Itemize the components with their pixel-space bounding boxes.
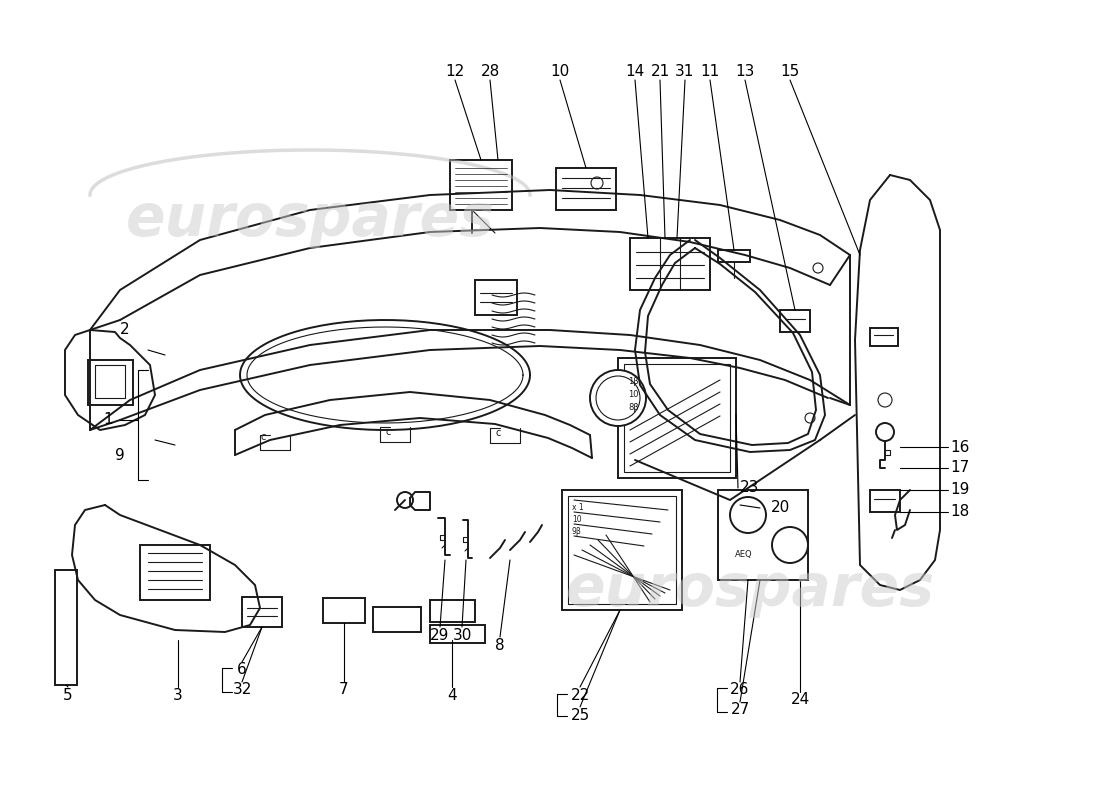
Circle shape <box>813 263 823 273</box>
FancyBboxPatch shape <box>630 238 710 290</box>
FancyBboxPatch shape <box>475 280 517 315</box>
Text: 30: 30 <box>452 627 472 642</box>
Text: 29: 29 <box>430 627 450 642</box>
FancyBboxPatch shape <box>618 358 736 478</box>
Text: 14: 14 <box>626 65 645 79</box>
FancyBboxPatch shape <box>88 360 133 405</box>
Text: eurospares: eurospares <box>125 191 495 249</box>
FancyBboxPatch shape <box>562 490 682 610</box>
Circle shape <box>397 492 412 508</box>
Text: 15: 15 <box>780 65 800 79</box>
Text: 21: 21 <box>650 65 670 79</box>
Text: x 1: x 1 <box>572 503 584 512</box>
FancyBboxPatch shape <box>430 625 485 643</box>
Text: 3: 3 <box>173 687 183 702</box>
FancyBboxPatch shape <box>373 607 421 632</box>
Circle shape <box>730 497 766 533</box>
Text: 5: 5 <box>63 687 73 702</box>
Circle shape <box>805 413 815 423</box>
Circle shape <box>590 370 646 426</box>
FancyBboxPatch shape <box>450 160 512 210</box>
Text: 23: 23 <box>740 481 760 495</box>
Text: 27: 27 <box>730 702 749 718</box>
FancyBboxPatch shape <box>780 310 810 332</box>
Text: 8β: 8β <box>628 403 639 412</box>
Text: 10: 10 <box>628 390 638 399</box>
Text: 25: 25 <box>571 707 590 722</box>
FancyBboxPatch shape <box>870 490 900 512</box>
Text: 7: 7 <box>339 682 349 698</box>
Text: 9β: 9β <box>572 527 582 536</box>
Circle shape <box>666 263 675 273</box>
Text: 18: 18 <box>950 505 969 519</box>
Text: 9: 9 <box>116 447 125 462</box>
Text: 24: 24 <box>791 693 810 707</box>
Text: c: c <box>261 432 266 442</box>
Text: 31: 31 <box>675 65 695 79</box>
Circle shape <box>878 393 892 407</box>
Text: 13: 13 <box>735 65 755 79</box>
FancyBboxPatch shape <box>568 496 676 604</box>
Text: 11: 11 <box>701 65 719 79</box>
Text: 26: 26 <box>730 682 750 698</box>
FancyBboxPatch shape <box>718 490 808 580</box>
Text: 19: 19 <box>950 482 970 498</box>
Text: 32: 32 <box>232 682 252 698</box>
FancyBboxPatch shape <box>242 597 282 627</box>
Text: 10: 10 <box>550 65 570 79</box>
FancyBboxPatch shape <box>140 545 210 600</box>
FancyBboxPatch shape <box>870 328 898 346</box>
Text: 28: 28 <box>481 65 499 79</box>
Text: 12: 12 <box>446 65 464 79</box>
FancyBboxPatch shape <box>430 600 475 622</box>
Circle shape <box>591 177 603 189</box>
Text: AEQ: AEQ <box>735 550 752 559</box>
Circle shape <box>772 527 808 563</box>
Text: 17: 17 <box>950 461 969 475</box>
Text: 20: 20 <box>770 501 790 515</box>
FancyBboxPatch shape <box>556 168 616 210</box>
Text: 1β: 1β <box>628 377 639 386</box>
Text: 16: 16 <box>950 439 970 454</box>
Text: 22: 22 <box>571 687 590 702</box>
FancyBboxPatch shape <box>323 598 365 623</box>
Text: 2: 2 <box>120 322 130 338</box>
FancyBboxPatch shape <box>718 250 750 262</box>
Text: c: c <box>495 428 500 438</box>
Text: eurospares: eurospares <box>565 562 935 618</box>
FancyBboxPatch shape <box>55 570 77 685</box>
Text: 10: 10 <box>572 515 582 524</box>
Circle shape <box>876 423 894 441</box>
Circle shape <box>654 405 666 415</box>
Text: c: c <box>385 427 390 437</box>
FancyBboxPatch shape <box>624 364 730 472</box>
Text: 8: 8 <box>495 638 505 653</box>
Text: 1: 1 <box>103 413 113 427</box>
Text: 4: 4 <box>448 687 456 702</box>
Text: 6: 6 <box>238 662 246 678</box>
Circle shape <box>596 376 640 420</box>
